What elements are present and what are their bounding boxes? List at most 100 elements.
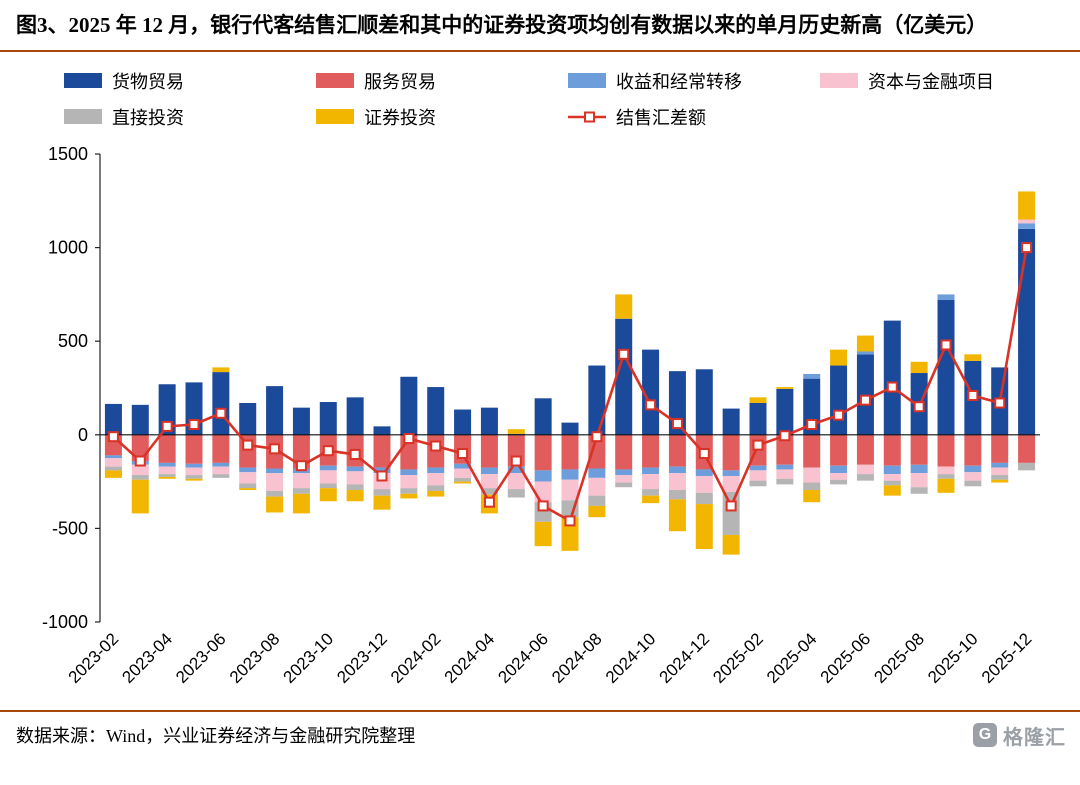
bar-segment [910,486,928,494]
bar-segment [319,401,337,435]
bar-segment [480,467,498,474]
y-axis-tick-label: 1000 [48,237,88,257]
bar-segment [239,482,257,488]
x-axis-tick-label: 2023-02 [65,629,123,687]
legend-color-swatch [64,109,102,124]
bar-segment [292,487,310,494]
bar-segment [883,465,901,474]
bar-segment [803,482,821,490]
balance-line-marker [430,440,442,452]
x-axis-tick-label: 2023-04 [118,629,176,687]
chart-title: 图3、2025 年 12 月，银行代客结售汇顺差和其中的证券投资项均创有数据以来… [16,13,988,37]
bar-segment [454,481,472,483]
bar-segment [373,495,391,510]
bar-segment [131,479,149,513]
bar-segment [937,434,955,467]
x-axis-tick-label: 2025-10 [924,629,982,687]
bar-segment [212,473,230,478]
bar-segment [400,487,418,494]
balance-line-marker [376,469,388,481]
line-legend-swatch [568,111,606,123]
bar-segment [830,479,848,484]
bar-segment [695,368,713,435]
bar-segment [615,474,633,483]
bar-segment [292,407,310,435]
balance-line-marker [107,430,119,442]
bar-segment [695,468,713,476]
bar-segment [695,492,713,504]
bar-segment [373,434,391,468]
bar-segment [185,478,203,481]
bar-segment [964,480,982,486]
bar-segment [910,472,928,487]
bar-segment [534,397,552,435]
bar-segment [642,434,660,468]
bar-segment [615,318,633,435]
legend-color-swatch [316,109,354,124]
x-axis-tick-label: 2023-10 [280,629,338,687]
gelonghui-logo-icon: G [973,723,997,747]
legend-item: 货物贸易 [64,68,316,94]
balance-line-marker [134,455,146,467]
x-axis-tick-label: 2024-04 [441,629,499,687]
bar-segment [373,488,391,496]
balance-line-marker [161,420,173,432]
x-axis-tick-label: 2023-06 [172,629,230,687]
bar-segment [454,463,472,468]
legend-item: 证券投资 [316,104,568,130]
bar-segment [776,468,794,479]
bar-segment [131,404,149,435]
bar-segment [158,462,176,467]
x-axis-tick-label: 2025-04 [763,629,821,687]
bar-segment [239,467,257,472]
bar-segment [319,482,337,488]
bar-segment [212,462,230,467]
balance-line-marker [242,439,254,451]
bar-segment [400,474,418,488]
bar-segment [346,466,364,471]
bar-segment [373,425,391,435]
bar-segment [615,482,633,487]
bar-segment [346,470,364,484]
bar-segment [212,466,230,474]
bar-segment [534,481,552,502]
x-axis-tick-label: 2023-08 [226,629,284,687]
bar-segment [937,478,955,493]
bar-segment [776,388,794,435]
bar-segment [185,474,203,479]
bar-segment [830,365,848,435]
bar-segment [266,490,284,497]
x-axis-tick-label: 2024-06 [494,629,552,687]
bar-segment [292,434,310,468]
bar-segment [266,467,284,473]
bar-segment [319,469,337,483]
bar-segment [266,496,284,512]
bar-segment [642,349,660,435]
bar-segment [239,471,257,483]
bar-segment [561,479,579,500]
bar-segment [964,465,982,472]
balance-line-marker [967,389,979,401]
balance-line-marker [483,496,495,508]
bar-segment [803,434,821,468]
bar-segment [937,293,955,300]
bar-segment [1018,434,1036,463]
bar-segment [642,467,660,474]
bar-segment [561,468,579,480]
bar-segment [104,469,122,478]
footer: 数据来源：Wind，兴业证券经济与金融研究院整理 G 格隆汇 [0,709,1080,758]
bar-segment [668,434,686,467]
bar-segment [856,350,874,354]
balance-line-marker [322,444,334,456]
bar-segment [346,396,364,435]
bar-segment [642,495,660,503]
balance-line-marker [564,514,576,526]
legend-color-swatch [64,73,102,88]
bar-segment [722,469,740,476]
bar-segment [668,466,686,473]
bar-segment [534,469,552,482]
y-axis-tick-label: 1500 [48,144,88,164]
bar-segment [346,489,364,501]
bar-segment [830,434,848,466]
bar-segment [427,484,445,491]
